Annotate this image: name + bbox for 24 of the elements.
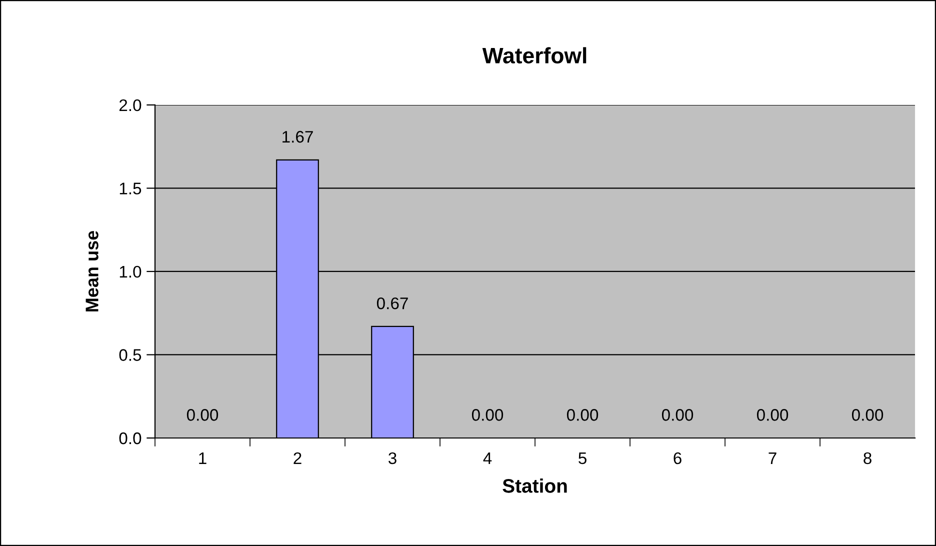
data-label: 0.00 <box>756 409 788 421</box>
data-label: 0.67 <box>376 297 408 310</box>
x-tick-label: 8 <box>864 452 872 464</box>
data-label: 0.00 <box>662 409 694 421</box>
y-tick-label: 0.0 <box>119 432 142 444</box>
x-tick-label: 6 <box>674 452 682 464</box>
data-label: 0.00 <box>852 409 884 421</box>
data-label: 0.00 <box>566 409 598 421</box>
x-tick-label: 4 <box>483 452 492 464</box>
x-tick-label: 5 <box>578 452 586 464</box>
chart-title: Waterfowl <box>482 47 586 64</box>
x-tick-label: 2 <box>294 452 302 464</box>
data-label: 0.00 <box>186 409 218 421</box>
y-tick-label: 2.0 <box>119 99 142 112</box>
y-axis-title: Mean use <box>86 230 98 312</box>
data-label: 0.00 <box>472 409 504 421</box>
y-tick-label: 1.5 <box>120 182 142 194</box>
x-axis-title: Station <box>502 478 567 493</box>
x-tick-label: 1 <box>199 452 206 464</box>
y-tick-label: 0.5 <box>119 349 142 361</box>
x-tick-label: 3 <box>388 452 396 464</box>
y-tick-label: 1.0 <box>120 266 142 278</box>
x-tick-label: 7 <box>768 452 776 464</box>
data-label: 1.67 <box>282 130 313 143</box>
